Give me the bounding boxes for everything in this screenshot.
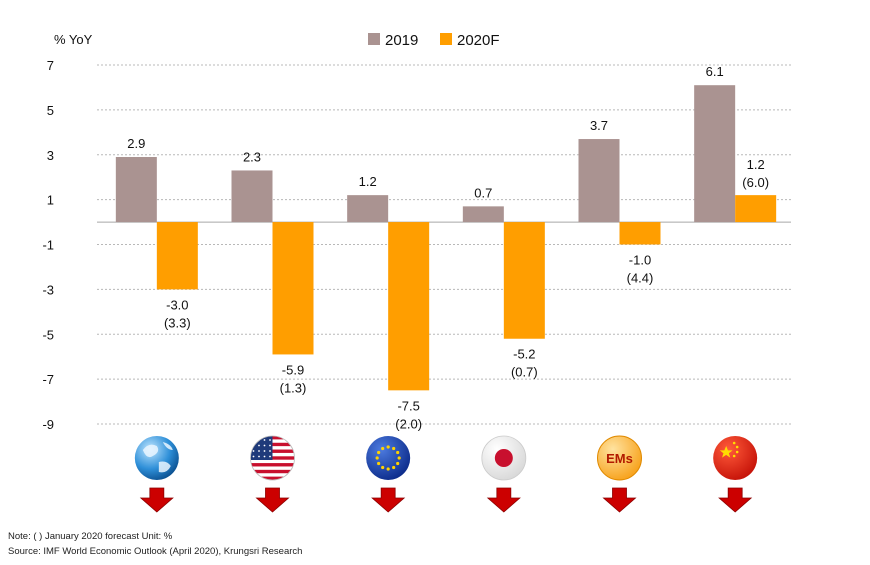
y-tick-label: -3 [42, 282, 54, 297]
y-tick-label: 5 [47, 103, 54, 118]
y-axis-label: % YoY [54, 32, 93, 47]
data-sublabel: (2.0) [395, 416, 422, 431]
gridlines [97, 64, 791, 425]
legend-swatch [440, 33, 452, 45]
y-tick-label: -1 [42, 238, 54, 253]
footnote: Note: ( ) January 2020 forecast Unit: % [8, 531, 173, 542]
bar [578, 139, 620, 223]
y-tick-label: 3 [47, 148, 54, 163]
ems-badge-icon: EMs [597, 435, 642, 481]
eu-flag-icon [366, 436, 411, 480]
down-arrow-icon [718, 487, 753, 513]
down-arrow-icon [371, 487, 406, 513]
y-tick-label: -9 [42, 417, 54, 432]
y-tick-label: 1 [47, 193, 54, 208]
data-label: 3.7 [590, 118, 608, 133]
bar [115, 156, 157, 223]
y-tick-label: -5 [42, 327, 54, 342]
down-arrow-icon [602, 487, 637, 513]
down-arrow-icon [255, 487, 290, 513]
y-tick-labels: 7 5 3 1 -1 -3 -5 -7 -9 [42, 58, 54, 432]
data-label: -5.9 [282, 362, 304, 377]
data-sublabel: (4.4) [627, 271, 654, 286]
category-icons: EMs [134, 435, 758, 481]
us-flag-icon [250, 435, 295, 481]
data-labels: 2.9 -3.0 (3.3) 2.3 -5.9 (1.3) 1.2 -7.5 (2.0) 0.7 -… [127, 64, 769, 431]
bar [388, 222, 430, 391]
legend-swatch [368, 33, 380, 45]
bar [503, 222, 545, 339]
data-label: 6.1 [706, 64, 724, 79]
y-tick-label: 7 [47, 58, 54, 73]
bar [694, 85, 736, 223]
data-label: 1.2 [359, 174, 377, 189]
bars [115, 85, 777, 391]
bar [156, 222, 198, 290]
legend-label: 2020F [457, 32, 500, 49]
data-label: -1.0 [629, 253, 651, 268]
data-label: 2.3 [243, 149, 261, 164]
china-flag-icon [713, 436, 758, 480]
chart: 7 5 3 1 -1 -3 -5 -7 -9 % YoY 2019 2020F 2.9 -3.0 (3… [42, 32, 791, 513]
data-label: -7.5 [397, 398, 419, 413]
bar [619, 222, 661, 245]
japan-flag-icon [481, 435, 527, 481]
down-arrows [139, 487, 753, 513]
data-sublabel: (1.3) [280, 380, 307, 395]
y-tick-label: -7 [42, 372, 54, 387]
down-arrow-icon [139, 487, 174, 513]
data-sublabel: (3.3) [164, 315, 191, 330]
source-note: Source: IMF World Economic Outlook (Apri… [8, 546, 303, 557]
bar [462, 206, 504, 223]
data-label: 0.7 [474, 185, 492, 200]
data-label: -3.0 [166, 297, 188, 312]
bar [272, 222, 314, 355]
data-label: 1.2 [747, 157, 765, 172]
bar [231, 170, 273, 223]
bar [347, 195, 389, 223]
ems-badge-text: EMs [606, 451, 633, 466]
legend-label: 2019 [385, 32, 418, 49]
data-label: 2.9 [127, 136, 145, 151]
legend: 2019 2020F [368, 32, 500, 49]
data-sublabel: (0.7) [511, 365, 538, 380]
globe-icon [134, 436, 179, 480]
data-sublabel: (6.0) [742, 175, 769, 190]
down-arrow-icon [486, 487, 521, 513]
data-label: -5.2 [513, 347, 535, 362]
bar [735, 195, 777, 223]
